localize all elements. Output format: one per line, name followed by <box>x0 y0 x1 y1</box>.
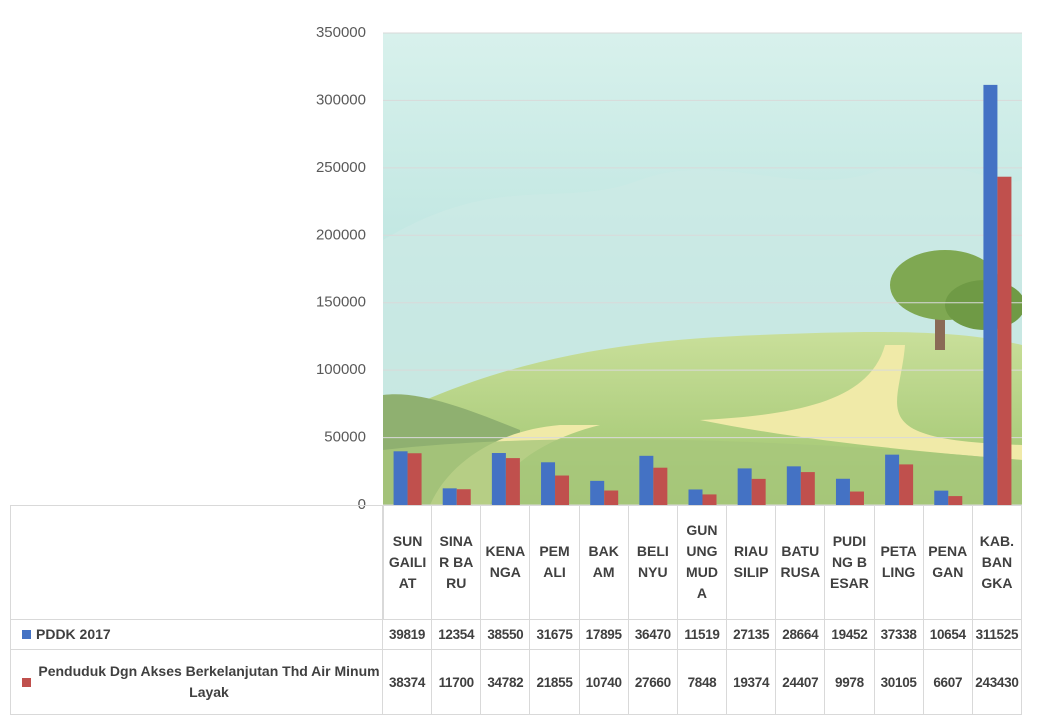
legend-swatch <box>22 677 31 687</box>
table-value: 28664 <box>776 620 826 650</box>
legend-entry: Penduduk Dgn Akses Berkelanjutan Thd Air… <box>10 650 383 715</box>
category-label: GUNUNG MUDA <box>677 505 728 620</box>
bar <box>997 176 1012 505</box>
table-value: 19452 <box>825 620 875 650</box>
category-label: PEMALI <box>530 505 580 620</box>
table-value: 30105 <box>874 650 924 715</box>
bar <box>491 453 506 505</box>
bar <box>555 475 570 505</box>
table-value: 24407 <box>776 650 826 715</box>
bar <box>407 453 422 505</box>
table-value: 27660 <box>628 650 678 715</box>
bar <box>899 464 914 505</box>
table-value: 9978 <box>825 650 875 715</box>
category-label: RIAU SILIP <box>727 505 777 620</box>
category-label: PUDING BESAR <box>825 505 875 620</box>
table-value: 11700 <box>432 650 482 715</box>
y-tick-label: 150000 <box>316 294 366 311</box>
table-value: 19374 <box>727 650 777 715</box>
table-value: 37338 <box>874 620 924 650</box>
bar <box>456 489 471 505</box>
bar <box>737 468 752 505</box>
bar <box>442 488 457 505</box>
table-value: 36470 <box>628 620 678 650</box>
table-value: 38550 <box>481 620 531 650</box>
table-value: 27135 <box>727 620 777 650</box>
category-label: KAB. BANGKA <box>972 505 1022 620</box>
category-label: BATURUSA <box>776 505 826 620</box>
bar <box>934 490 949 505</box>
table-value: 31675 <box>530 620 580 650</box>
table-value: 39819 <box>383 620 433 650</box>
legend-label: PDDK 2017 <box>36 626 111 642</box>
bar <box>751 478 766 505</box>
category-label: SUNGAILIAT <box>383 505 433 620</box>
bar <box>393 451 408 505</box>
y-tick-label: 350000 <box>316 24 366 41</box>
y-tick-label: 50000 <box>324 429 366 446</box>
category-label: BELINYU <box>628 505 678 620</box>
bar <box>688 489 703 505</box>
table-value: 311525 <box>972 620 1022 650</box>
bar <box>604 490 619 505</box>
table-frame <box>10 505 1022 715</box>
bar <box>541 462 556 505</box>
bar <box>835 478 850 505</box>
table-value: 11519 <box>677 620 728 650</box>
table-value: 10740 <box>579 650 629 715</box>
bar <box>590 480 605 505</box>
bar <box>885 454 900 505</box>
bar <box>983 84 998 505</box>
y-tick-label: 250000 <box>316 159 366 176</box>
y-tick-label: 200000 <box>316 226 366 243</box>
bar <box>786 466 801 505</box>
table-value: 17895 <box>579 620 629 650</box>
y-tick-label: 100000 <box>316 361 366 378</box>
bar <box>948 496 963 505</box>
y-tick-label: 0 <box>358 496 366 513</box>
category-label: PETALING <box>874 505 924 620</box>
background <box>383 33 1022 505</box>
table-value: 21855 <box>530 650 580 715</box>
bar <box>702 494 717 505</box>
legend-label: Penduduk Dgn Akses Berkelanjutan Thd Air… <box>38 663 380 700</box>
table-corner <box>10 505 383 620</box>
category-label: PENAGAN <box>923 505 973 620</box>
y-tick-label: 300000 <box>316 91 366 108</box>
category-label: BAKAM <box>579 505 629 620</box>
table-value: 6607 <box>923 650 973 715</box>
table-value: 243430 <box>972 650 1022 715</box>
legend-swatch <box>22 630 31 639</box>
table-value: 10654 <box>923 620 973 650</box>
category-label: SINAR BARU <box>432 505 482 620</box>
table-value: 34782 <box>481 650 531 715</box>
table-value: 38374 <box>383 650 433 715</box>
bar <box>653 467 668 505</box>
table-value: 12354 <box>432 620 482 650</box>
bar <box>800 472 815 505</box>
category-label: KENANGA <box>481 505 531 620</box>
bar <box>849 491 864 505</box>
legend-entry: PDDK 2017 <box>10 620 383 650</box>
bar <box>639 455 654 505</box>
table-value: 7848 <box>677 650 728 715</box>
bar <box>505 458 520 505</box>
